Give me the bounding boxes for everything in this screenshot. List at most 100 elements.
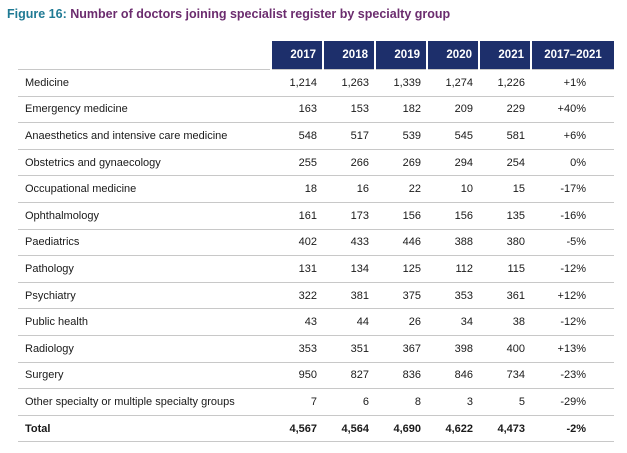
specialty-name: Medicine <box>18 69 271 97</box>
year-value: 16 <box>323 175 375 203</box>
year-value: 1,226 <box>479 69 531 97</box>
specialty-name: Anaesthetics and intensive care medicine <box>18 122 271 150</box>
table-row: Other specialty or multiple specialty gr… <box>18 388 614 416</box>
year-value: 10 <box>427 175 479 203</box>
year-value: 433 <box>323 229 375 257</box>
year-value: 400 <box>479 335 531 363</box>
year-value: 353 <box>427 282 479 310</box>
year-value: 1,339 <box>375 69 427 97</box>
year-value: 4,564 <box>323 414 375 443</box>
specialty-name: Ophthalmology <box>18 202 271 230</box>
year-value: 229 <box>479 96 531 124</box>
specialty-name: Psychiatry <box>18 282 271 310</box>
year-value: 8 <box>375 388 427 416</box>
year-value: 375 <box>375 282 427 310</box>
year-value: 398 <box>427 335 479 363</box>
year-value: 255 <box>271 149 323 177</box>
year-value: 4,567 <box>271 414 323 443</box>
specialty-name: Occupational medicine <box>18 175 271 203</box>
year-value: 135 <box>479 202 531 230</box>
year-value: 115 <box>479 255 531 283</box>
total-row: Total 4,567 4,564 4,690 4,622 4,473 -2% <box>18 414 614 443</box>
change-value: -12% <box>531 255 614 283</box>
specialty-name: Other specialty or multiple specialty gr… <box>18 388 271 416</box>
year-value: 581 <box>479 122 531 150</box>
year-value: 1,214 <box>271 69 323 97</box>
year-value: 402 <box>271 229 323 257</box>
year-value: 836 <box>375 362 427 390</box>
year-value: 131 <box>271 255 323 283</box>
column-header-change: 2017–2021 <box>530 41 614 70</box>
change-value: -23% <box>531 362 614 390</box>
year-value: 294 <box>427 149 479 177</box>
year-value: 4,473 <box>479 414 531 443</box>
column-header: 2019 <box>374 41 427 70</box>
table-row: Medicine 1,214 1,263 1,339 1,274 1,226 +1% <box>18 69 614 97</box>
year-value: 381 <box>323 282 375 310</box>
specialty-name: Public health <box>18 308 271 336</box>
header-blank-cell <box>18 41 271 70</box>
year-value: 517 <box>323 122 375 150</box>
year-value: 734 <box>479 362 531 390</box>
column-header: 2021 <box>478 41 531 70</box>
specialty-name: Total <box>18 414 271 443</box>
year-value: 134 <box>323 255 375 283</box>
year-value: 4,690 <box>375 414 427 443</box>
specialty-name: Radiology <box>18 335 271 363</box>
year-value: 38 <box>479 308 531 336</box>
year-value: 43 <box>271 308 323 336</box>
year-value: 161 <box>271 202 323 230</box>
change-value: +12% <box>531 282 614 310</box>
year-value: 156 <box>427 202 479 230</box>
specialty-name: Surgery <box>18 362 271 390</box>
year-value: 827 <box>323 362 375 390</box>
year-value: 1,263 <box>323 69 375 97</box>
column-header: 2017 <box>270 41 323 70</box>
change-value: -17% <box>531 175 614 203</box>
figure-caption: Number of doctors joining specialist reg… <box>70 7 451 21</box>
year-value: 156 <box>375 202 427 230</box>
change-value: +1% <box>531 69 614 97</box>
year-value: 44 <box>323 308 375 336</box>
year-value: 353 <box>271 335 323 363</box>
year-value: 209 <box>427 96 479 124</box>
table-row: Obstetrics and gynaecology 255 266 269 294 25… <box>18 149 614 177</box>
year-value: 7 <box>271 388 323 416</box>
year-value: 548 <box>271 122 323 150</box>
year-value: 846 <box>427 362 479 390</box>
specialty-name: Pathology <box>18 255 271 283</box>
figure-title: Figure 16: Number of doctors joining spe… <box>7 7 450 21</box>
table-row: Surgery 950 827 836 846 734 -23% <box>18 362 614 390</box>
figure-number: Figure 16: <box>7 7 67 21</box>
table-row: Paediatrics 402 433 446 388 380 -5% <box>18 229 614 257</box>
column-header: 2018 <box>322 41 375 70</box>
change-value: -29% <box>531 388 614 416</box>
year-value: 266 <box>323 149 375 177</box>
change-value: -12% <box>531 308 614 336</box>
year-value: 15 <box>479 175 531 203</box>
year-value: 4,622 <box>427 414 479 443</box>
year-value: 380 <box>479 229 531 257</box>
change-value: -2% <box>531 414 614 443</box>
table-row: Psychiatry 322 381 375 353 361 +12% <box>18 282 614 310</box>
table-header-row: 2017 2018 2019 2020 2021 2017–2021 <box>18 41 614 70</box>
year-value: 5 <box>479 388 531 416</box>
table-row: Emergency medicine 163 153 182 209 229 +40% <box>18 96 614 124</box>
table-body: Medicine 1,214 1,263 1,339 1,274 1,226 +1% Emer… <box>18 69 614 443</box>
year-value: 173 <box>323 202 375 230</box>
year-value: 322 <box>271 282 323 310</box>
year-value: 361 <box>479 282 531 310</box>
column-header: 2020 <box>426 41 479 70</box>
year-value: 153 <box>323 96 375 124</box>
change-value: 0% <box>531 149 614 177</box>
change-value: -5% <box>531 229 614 257</box>
specialist-register-table: 2017 2018 2019 2020 2021 2017–2021 Medic… <box>18 41 614 443</box>
year-value: 3 <box>427 388 479 416</box>
change-value: +13% <box>531 335 614 363</box>
year-value: 446 <box>375 229 427 257</box>
table-row: Public health 43 44 26 34 38 -12% <box>18 308 614 336</box>
change-value: -16% <box>531 202 614 230</box>
specialty-name: Paediatrics <box>18 229 271 257</box>
year-value: 125 <box>375 255 427 283</box>
year-value: 26 <box>375 308 427 336</box>
